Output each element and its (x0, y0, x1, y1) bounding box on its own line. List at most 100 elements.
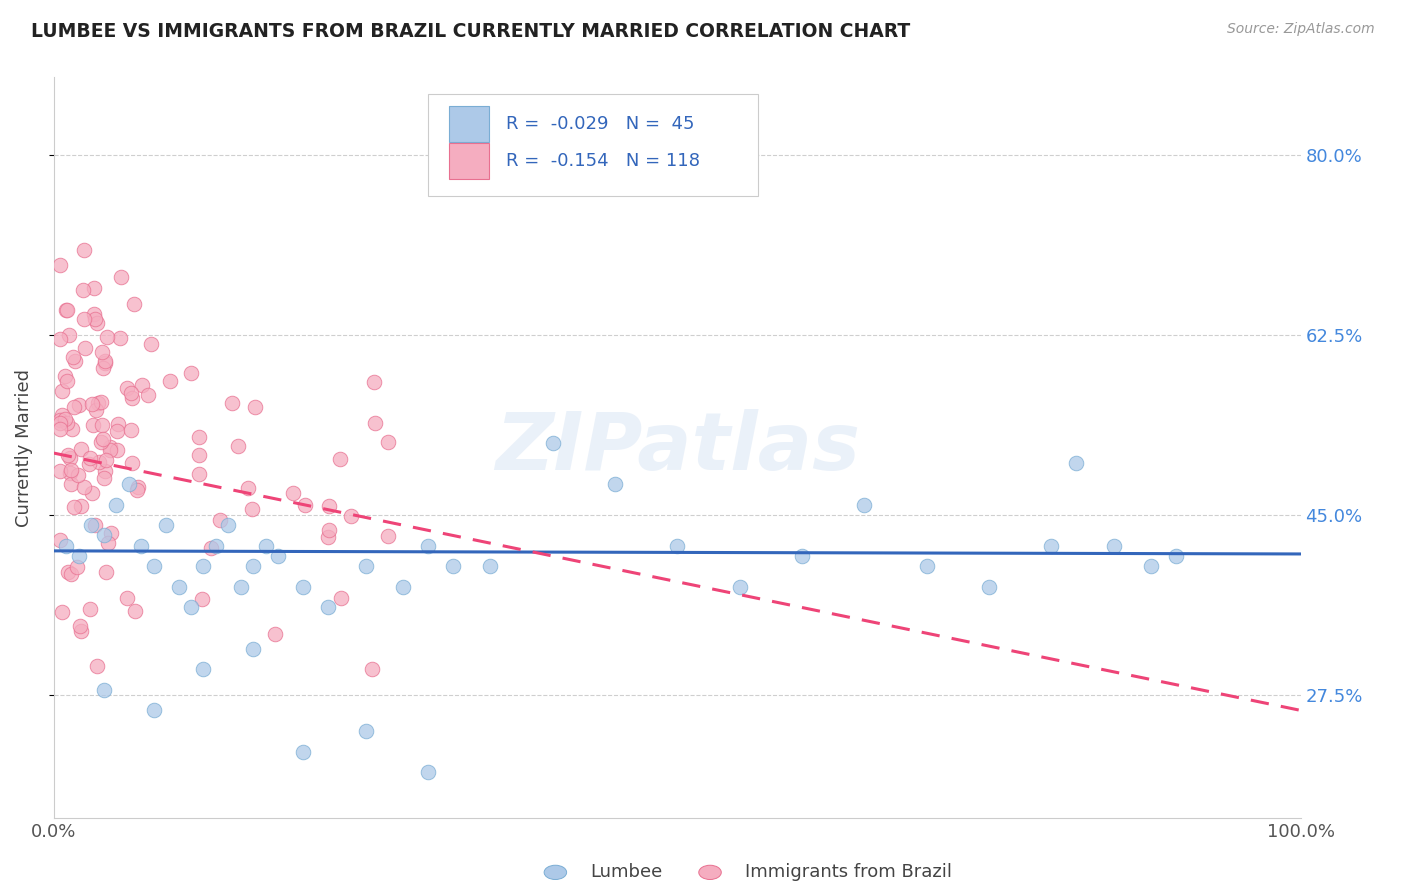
Point (110, 269, 132, 284)
Point (264, 627, 287, 641)
Point (541, 435, 564, 450)
Point (188, 430, 211, 444)
Point (93, 682, 115, 697)
Point (121, 391, 143, 405)
Point (354, 723, 377, 738)
Point (53, 411, 76, 425)
Point (142, 703, 165, 717)
Point (1040, 539, 1063, 553)
Point (96, 330, 118, 344)
Point (67, 468, 90, 483)
Point (69, 442, 91, 456)
Point (58, 327, 80, 342)
Point (1164, 549, 1187, 563)
Point (86, 316, 108, 330)
Point (56, 374, 79, 388)
Point (115, 591, 138, 605)
Point (363, 376, 385, 390)
Point (97, 536, 120, 550)
Point (59, 477, 82, 491)
Text: Source: ZipAtlas.com: Source: ZipAtlas.com (1227, 22, 1375, 37)
Point (51, 605, 73, 619)
Point (69, 624, 91, 639)
Point (94, 464, 117, 478)
FancyBboxPatch shape (427, 94, 758, 196)
Point (416, 539, 439, 553)
Point (1140, 559, 1163, 574)
Point (217, 518, 239, 533)
Point (191, 592, 214, 607)
Point (205, 539, 228, 553)
Point (363, 416, 385, 430)
Point (83, 281, 105, 295)
Point (94, 356, 117, 370)
Point (93, 471, 115, 485)
Point (129, 539, 152, 553)
Point (479, 559, 502, 574)
Point (96, 565, 118, 579)
Text: Lumbee: Lumbee (591, 863, 662, 881)
Point (73, 480, 96, 494)
Point (236, 481, 259, 495)
Point (56, 448, 79, 462)
Point (377, 435, 399, 450)
Point (117, 477, 139, 491)
Point (292, 745, 315, 759)
Point (49, 464, 72, 478)
Point (242, 641, 264, 656)
Point (728, 580, 751, 594)
Point (93, 528, 115, 542)
Point (340, 509, 363, 524)
Point (392, 580, 415, 594)
Point (84, 518, 107, 533)
Point (122, 297, 145, 311)
Point (136, 388, 159, 402)
Point (226, 438, 249, 452)
Point (127, 483, 149, 497)
Point (105, 442, 128, 457)
Point (159, 374, 181, 388)
Point (188, 448, 211, 462)
Point (200, 541, 222, 555)
Point (73, 243, 96, 257)
Point (56, 416, 79, 430)
Point (105, 425, 128, 439)
Point (240, 502, 263, 516)
Point (94, 453, 117, 467)
Point (603, 477, 626, 491)
Bar (449, 106, 489, 142)
Point (63, 400, 86, 414)
Point (89, 455, 111, 469)
Point (242, 559, 264, 574)
Point (66, 560, 89, 574)
Point (267, 549, 290, 563)
Point (329, 591, 352, 606)
Point (377, 529, 399, 543)
Point (790, 549, 813, 563)
Point (91, 345, 114, 359)
Point (124, 604, 146, 618)
Point (316, 600, 339, 615)
Point (63, 354, 86, 368)
Point (100, 526, 122, 541)
Point (80, 518, 103, 533)
Point (59, 466, 82, 480)
Point (193, 559, 215, 574)
Point (281, 485, 304, 500)
Point (83, 311, 105, 326)
Point (110, 330, 132, 344)
Point (167, 580, 190, 594)
Point (1064, 456, 1087, 470)
Point (77, 457, 100, 471)
Point (79, 450, 101, 465)
Point (318, 523, 340, 537)
Text: ZIPatlas: ZIPatlas (495, 409, 859, 487)
Point (83, 307, 105, 321)
Point (254, 539, 277, 553)
Point (51, 408, 73, 422)
Point (193, 662, 215, 676)
Point (139, 337, 162, 351)
Point (107, 417, 129, 432)
Point (59, 463, 82, 477)
Point (120, 386, 142, 401)
